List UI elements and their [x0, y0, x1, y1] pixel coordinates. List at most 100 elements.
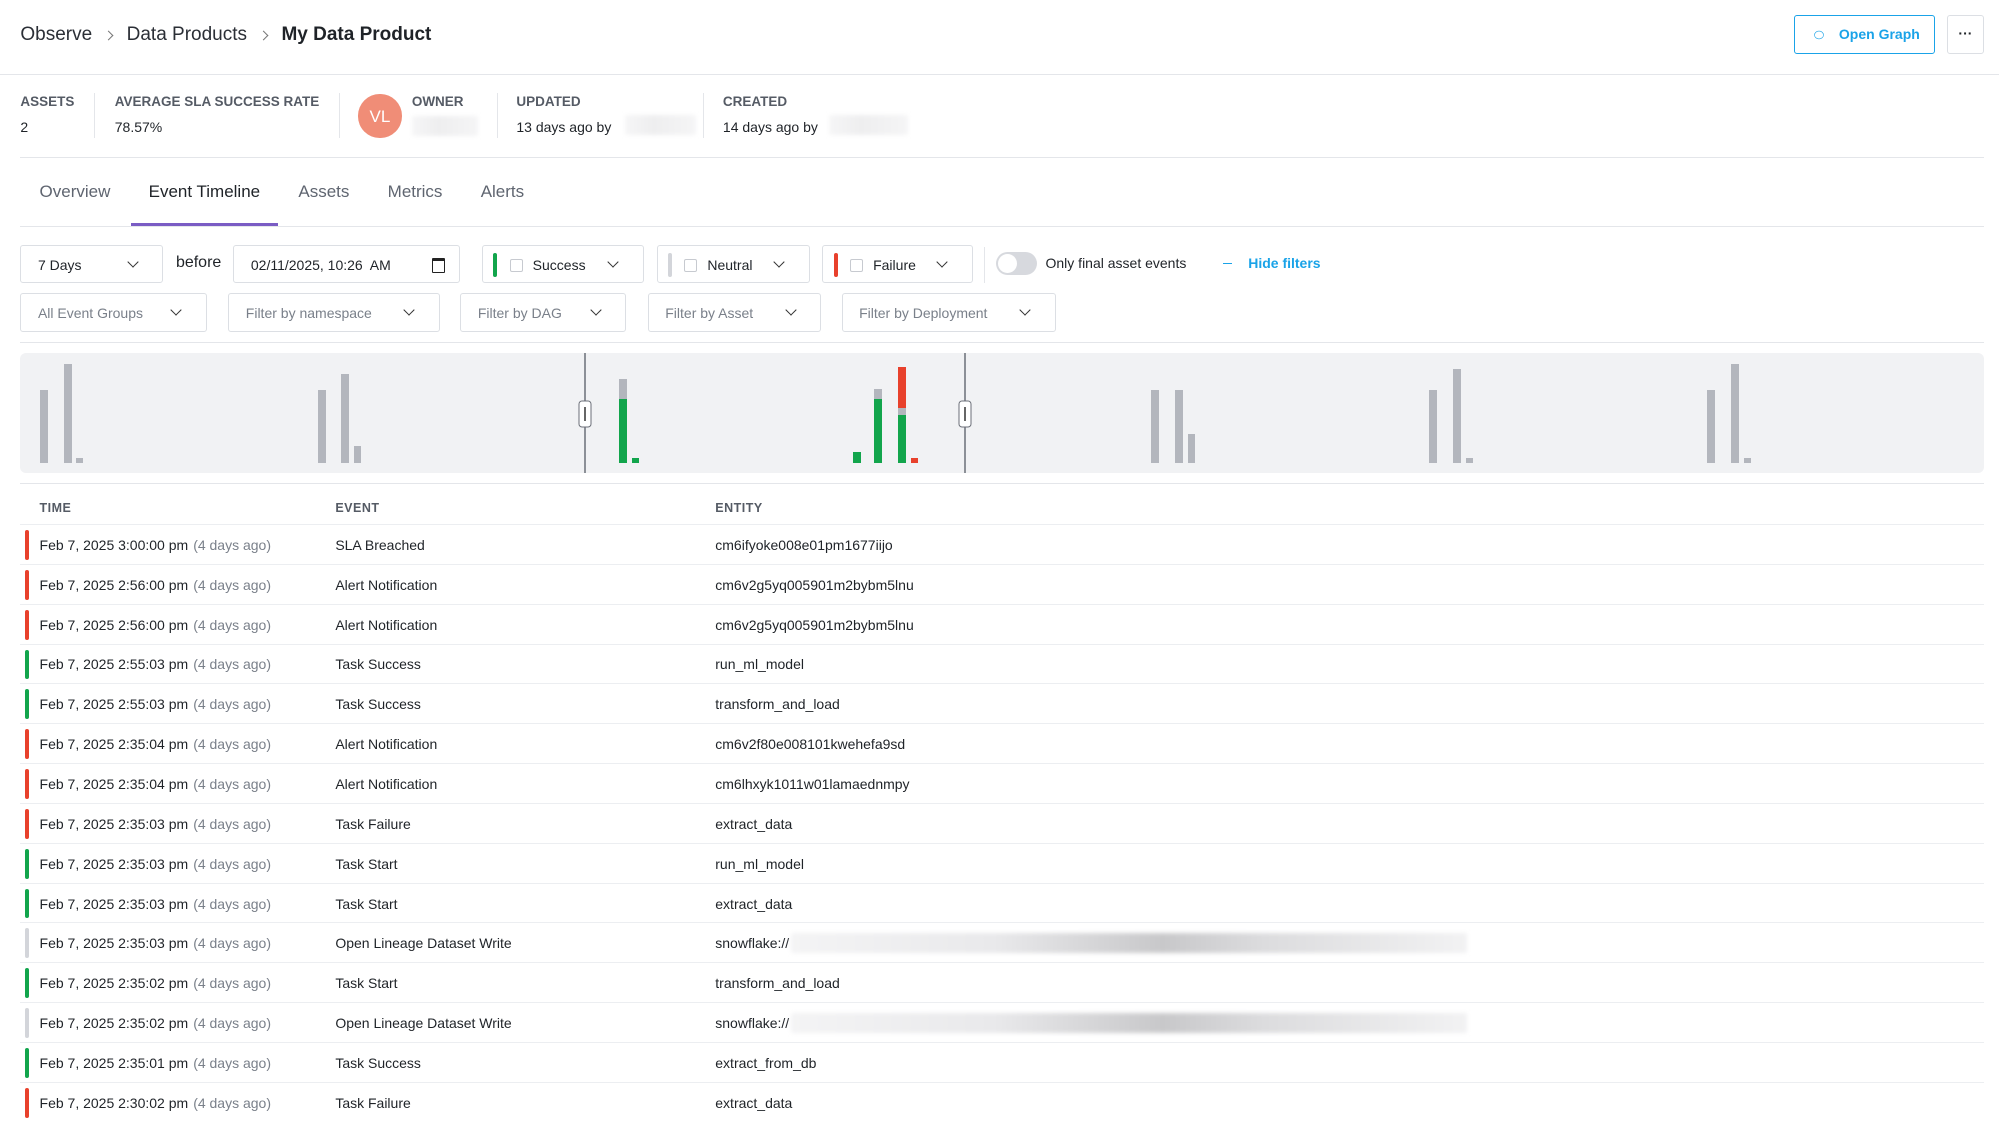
tab[interactable]: Overview — [39, 182, 111, 202]
event-row[interactable]: Feb 7, 2025 2:35:02 pm (4 days ago) Open L… — [20, 1002, 1984, 1042]
event-row[interactable]: Feb 7, 2025 2:55:03 pm (4 days ago) Task S… — [20, 683, 1984, 723]
tab[interactable]: Assets — [298, 182, 350, 202]
event-row[interactable]: Feb 7, 2025 2:56:00 pm (4 days ago) Alert … — [20, 603, 1984, 644]
range-handles[interactable] — [578, 353, 972, 473]
filter-dropdown[interactable]: Filter by DAG — [460, 293, 627, 332]
dropdown-chevron — [1019, 304, 1031, 316]
status-filter-label: Neutral — [707, 256, 753, 273]
event-entity: extract_data — [715, 1094, 793, 1111]
event-row[interactable]: Feb 7, 2025 2:35:03 pm (4 days ago) Task S… — [20, 842, 1984, 883]
range-select[interactable]: 7 Days — [20, 244, 164, 284]
event-time: Feb 7, 2025 2:35:03 pm — [39, 855, 189, 872]
owner-initials: VL — [369, 107, 391, 127]
hide-filters-icon — [1222, 262, 1232, 265]
event-time: Feb 7, 2025 2:30:02 pm — [39, 1094, 189, 1111]
event-name: Task Start — [335, 975, 398, 992]
event-row[interactable]: Feb 7, 2025 3:00:00 pm (4 days ago) SLA Br… — [20, 524, 1984, 564]
event-name: Alert Notification — [335, 736, 438, 753]
event-row[interactable]: Feb 7, 2025 2:35:01 pm (4 days ago) Task S… — [20, 1041, 1984, 1082]
event-entity: run_ml_model — [715, 855, 804, 872]
event-entity: cm6ifyoke008e01pm1677iijo — [715, 536, 893, 553]
event-row[interactable]: Feb 7, 2025 2:35:03 pm (4 days ago) Open L… — [20, 922, 1984, 962]
graph-icon — [1814, 31, 1824, 40]
column-header: TIME — [39, 501, 72, 516]
stat-value: 2 — [20, 118, 29, 135]
tab[interactable]: Event Timeline — [148, 182, 261, 202]
stat-value: 78.57% — [114, 118, 163, 135]
tab[interactable]: Metrics — [387, 182, 443, 202]
filter-dropdown[interactable]: Filter by Asset — [647, 293, 822, 332]
dropdown-chevron — [403, 304, 416, 316]
event-name: Task Failure — [335, 815, 411, 832]
toggle[interactable] — [995, 252, 1037, 276]
event-row[interactable]: Feb 7, 2025 2:35:02 pm (4 days ago) Task S… — [20, 962, 1984, 1002]
event-name: Task Success — [335, 1054, 421, 1071]
event-row[interactable]: Feb 7, 2025 2:55:03 pm (4 days ago) Task S… — [20, 643, 1984, 684]
event-row[interactable]: Feb 7, 2025 2:56:00 pm (4 days ago) Alert … — [20, 563, 1984, 604]
calendar-icon — [432, 257, 446, 273]
event-row[interactable]: Feb 7, 2025 2:35:03 pm (4 days ago) Task F… — [20, 802, 1984, 843]
stat-value: 13 days ago by — [516, 118, 612, 135]
row-status-bar — [25, 769, 30, 799]
range-select-label: 7 Days — [37, 256, 82, 273]
breadcrumb-item[interactable]: Data Products — [126, 23, 248, 45]
event-time-ago: (4 days ago) — [193, 935, 272, 952]
event-entity: cm6v2g5yq005901m2bybm5lnu — [715, 616, 914, 633]
event-time-ago: (4 days ago) — [193, 616, 272, 633]
status-filter[interactable]: Success — [481, 244, 644, 284]
stat-label: AVERAGE SLA SUCCESS RATE — [114, 94, 320, 110]
event-row[interactable]: Feb 7, 2025 2:35:04 pm (4 days ago) Alert … — [20, 723, 1984, 763]
event-time-ago: (4 days ago) — [193, 776, 272, 792]
event-time-ago: (4 days ago) — [193, 696, 272, 713]
event-entity: cm6v2f80e008101kwehefa9sd — [715, 736, 906, 753]
event-name: Task Start — [335, 895, 398, 912]
filter-dropdown[interactable]: All Event Groups — [20, 293, 207, 332]
event-time-ago: (4 days ago) — [193, 895, 272, 912]
filter-dropdown[interactable]: Filter by Deployment — [841, 293, 1056, 332]
row-status-bar — [25, 569, 30, 600]
event-entity: extract_data — [715, 895, 793, 912]
entity-redacted — [791, 933, 1467, 954]
status-checkbox[interactable] — [509, 258, 523, 272]
status-checkbox[interactable] — [684, 258, 698, 272]
stat-divider — [702, 93, 704, 138]
more-label: ··· — [1958, 25, 1973, 42]
event-row[interactable]: Feb 7, 2025 2:35:03 pm (4 days ago) Task S… — [20, 882, 1984, 923]
event-time-ago: (4 days ago) — [193, 815, 272, 832]
tab[interactable]: Alerts — [480, 182, 525, 202]
owner-avatar: VL — [358, 94, 402, 138]
row-status-bar — [25, 888, 30, 919]
status-color-bar — [667, 252, 672, 277]
dropdown-chevron — [127, 256, 139, 268]
updated-by-redacted — [624, 114, 697, 136]
hide-filters[interactable]: Hide filters — [1248, 255, 1321, 271]
stat-value: 14 days ago by — [722, 118, 818, 135]
status-color-bar — [833, 252, 838, 277]
event-time-ago: (4 days ago) — [193, 576, 272, 593]
event-name: SLA Breached — [335, 536, 425, 553]
histogram-failure-bars — [898, 367, 918, 463]
row-status-bar — [25, 609, 30, 640]
date-input[interactable]: 02/11/2025, 10:26 AM — [233, 244, 461, 284]
status-filter[interactable]: Failure — [822, 244, 973, 284]
breadcrumb-item[interactable]: Observe — [20, 23, 93, 45]
dropdown-chevron — [170, 304, 182, 316]
event-time-ago: (4 days ago) — [193, 1015, 272, 1032]
stat-label: CREATED — [722, 94, 788, 110]
toggle-label: Only final asset events — [1045, 255, 1187, 271]
more-button[interactable]: ··· — [1946, 15, 1984, 54]
dropdown-chevron — [773, 256, 785, 268]
event-name: Task Failure — [335, 1094, 411, 1111]
event-time-ago: (4 days ago) — [193, 536, 272, 553]
row-status-bar — [25, 968, 30, 999]
stat-label: UPDATED — [516, 94, 581, 110]
status-checkbox[interactable] — [850, 258, 864, 272]
filter-dropdown[interactable]: Filter by namespace — [228, 293, 440, 332]
event-row[interactable]: Feb 7, 2025 2:30:02 pm (4 days ago) Task F… — [20, 1081, 1984, 1122]
open-graph-button[interactable]: Open Graph — [1793, 15, 1936, 54]
date-value: 02/11/2025, 10:26 AM — [250, 256, 391, 273]
stat-label: OWNER — [411, 94, 464, 110]
before-label: before — [175, 253, 222, 271]
status-filter[interactable]: Neutral — [656, 244, 810, 284]
event-row[interactable]: Feb 7, 2025 2:35:04 pm (4 days ago) Alert … — [20, 763, 1984, 803]
